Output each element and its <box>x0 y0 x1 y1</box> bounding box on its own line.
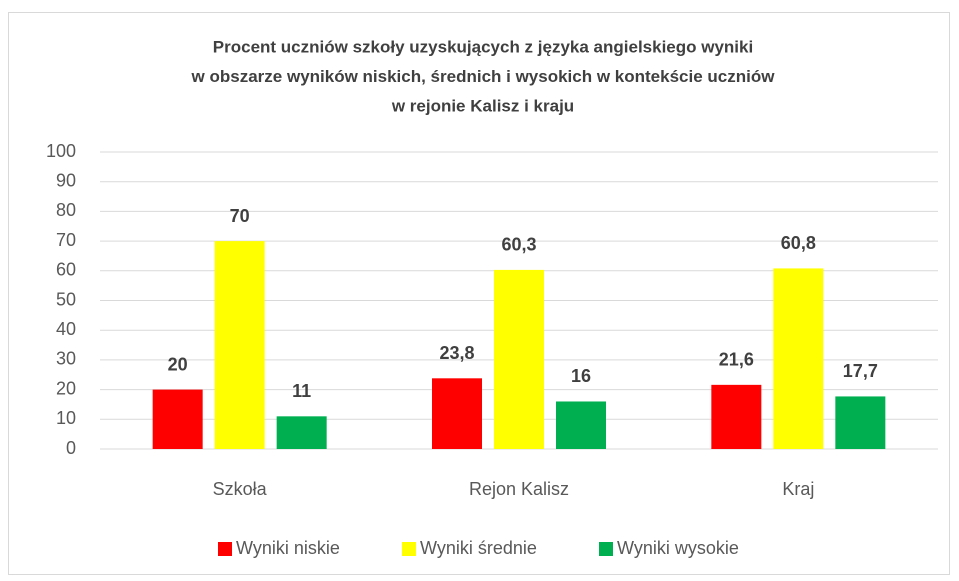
bar <box>556 401 606 449</box>
chart-title: w rejonie Kalisz i kraju <box>391 96 574 115</box>
chart-title: Procent uczniów szkoły uzyskujących z ję… <box>213 37 753 56</box>
bar <box>711 384 762 449</box>
data-label: 70 <box>230 206 250 226</box>
legend-label: Wyniki wysokie <box>617 538 739 558</box>
y-tick-label: 30 <box>56 349 76 369</box>
y-tick-label: 0 <box>66 438 76 458</box>
y-tick-label: 100 <box>46 141 76 161</box>
data-label: 21,6 <box>719 350 754 370</box>
legend-swatch <box>218 542 232 556</box>
data-label: 16 <box>571 366 591 386</box>
data-label: 60,8 <box>781 233 816 253</box>
x-tick-label: Szkoła <box>213 479 268 499</box>
y-tick-label: 40 <box>56 319 76 339</box>
y-tick-label: 70 <box>56 230 76 250</box>
x-tick-label: Kraj <box>782 479 814 499</box>
chart-title: w obszarze wyników niskich, średnich i w… <box>191 67 776 86</box>
data-label: 23,8 <box>439 343 474 363</box>
y-tick-label: 10 <box>56 408 76 428</box>
bar <box>432 378 482 449</box>
legend-label: Wyniki średnie <box>420 538 537 558</box>
data-label: 60,3 <box>501 235 536 255</box>
legend-swatch <box>599 542 613 556</box>
data-label: 17,7 <box>843 361 878 381</box>
y-tick-label: 80 <box>56 200 76 220</box>
bar <box>214 241 265 449</box>
bar <box>152 389 203 449</box>
y-tick-label: 50 <box>56 289 76 309</box>
bar <box>835 396 886 449</box>
bar <box>773 268 824 449</box>
bar <box>276 416 327 449</box>
y-tick-label: 90 <box>56 170 76 190</box>
x-tick-label: Rejon Kalisz <box>469 479 569 499</box>
y-tick-label: 20 <box>56 378 76 398</box>
data-label: 11 <box>292 381 311 401</box>
data-label: 20 <box>168 354 188 374</box>
bar <box>494 269 544 449</box>
legend-label: Wyniki niskie <box>236 538 340 558</box>
legend-swatch <box>402 542 416 556</box>
y-tick-label: 60 <box>56 260 76 280</box>
